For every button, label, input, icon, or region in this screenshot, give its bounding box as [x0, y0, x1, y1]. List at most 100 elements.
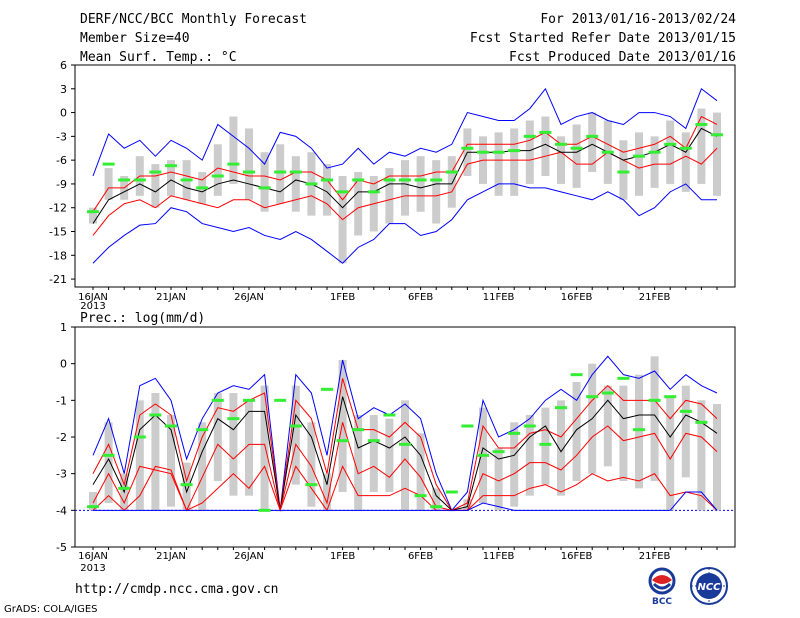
temp-spread-box — [541, 116, 550, 176]
grads-credit: GrADS: COLA/IGES — [4, 604, 98, 615]
temp-obs-marker — [492, 150, 505, 154]
prec-spread-box — [385, 418, 394, 492]
temp-obs-marker — [367, 190, 380, 194]
prec-obs-marker — [430, 505, 443, 509]
temp-obs-marker — [258, 186, 271, 190]
prec-obs-marker — [211, 398, 224, 402]
temp-ytick-label: -9 — [56, 178, 67, 191]
prec-xtick-label: 21FEB — [639, 551, 671, 562]
prec-line-min — [93, 491, 718, 511]
temp-spread-box — [681, 132, 690, 192]
prec-ytick-label: -5 — [56, 541, 67, 554]
temp-spread-box — [525, 120, 534, 184]
temp-spread-box — [713, 112, 721, 196]
temp-xtick-label: 16JAN — [78, 292, 108, 303]
prec-spread-box — [635, 374, 643, 489]
prec-spread-box — [369, 415, 378, 492]
prec-spread-box — [338, 360, 347, 492]
ncc-logo-icon: NCC — [690, 567, 728, 605]
temp-obs-marker — [133, 178, 146, 182]
prec-xtick-label: 21JAN — [156, 551, 186, 562]
prec-obs-marker — [461, 424, 474, 428]
temp-xtick-label: 21JAN — [156, 292, 186, 303]
prec-obs-marker — [617, 376, 630, 380]
temp-line-q_high — [92, 115, 718, 212]
prec-ytick-label: -3 — [56, 468, 67, 481]
temp-obs-marker — [711, 133, 723, 137]
temp-ytick-label: -15 — [49, 226, 67, 239]
prec-spread-box — [151, 393, 160, 511]
prec-obs-marker — [508, 431, 521, 435]
temp-obs-marker — [523, 134, 536, 138]
prec-obs-marker — [352, 428, 365, 432]
prec-obs-marker — [523, 424, 536, 428]
prec-line-q_high — [92, 378, 718, 511]
member-size-label: Member Size=40 — [80, 31, 190, 46]
temp-obs-marker — [383, 178, 396, 182]
variable-label: Mean Surf. Temp.: °C — [80, 50, 237, 65]
header-right: For 2013/01/16-2013/02/24 Fcst Started Re… — [470, 10, 736, 67]
prec-spread-box — [307, 422, 316, 507]
temp-obs-marker — [570, 146, 583, 150]
prec-panel-title: Prec.: log(mm/d) — [80, 311, 205, 326]
temp-obs-marker — [633, 154, 645, 158]
prec-spread-box — [557, 400, 565, 496]
temp-spread-box — [167, 160, 175, 196]
prec-xtick-label: 11FEB — [483, 551, 515, 562]
temp-spread-box — [245, 128, 253, 200]
prec-obs-marker — [102, 453, 115, 457]
temp-spread-box — [213, 144, 222, 196]
prec-obs-marker — [149, 413, 162, 417]
prec-obs-marker — [633, 428, 645, 432]
temp-spread-box — [354, 172, 363, 236]
temp-obs-marker — [289, 170, 302, 174]
forecast-produced-label: Fcst Produced Date 2013/01/16 — [509, 50, 736, 65]
temp-obs-marker — [102, 162, 115, 166]
prec-obs-marker — [445, 490, 458, 494]
temp-obs-marker — [430, 178, 443, 182]
prec-xtick-label: 16JAN — [78, 551, 108, 562]
temp-ytick-label: -21 — [49, 273, 67, 286]
temp-ytick-label: -18 — [49, 249, 67, 262]
temp-obs-marker — [227, 162, 240, 166]
prec-obs-marker — [118, 486, 131, 490]
prec-spread-box — [198, 422, 207, 511]
prec-spread-box — [167, 415, 175, 507]
prec-ytick-label: -2 — [56, 431, 67, 444]
prec-ytick-label: 0 — [60, 358, 67, 371]
prec-obs-marker — [336, 439, 349, 443]
prec-obs-marker — [679, 409, 692, 413]
temp-obs-marker — [508, 149, 521, 153]
prec-obs-marker — [664, 395, 677, 399]
prec-spread-box — [619, 385, 628, 481]
temp-spread-box — [432, 160, 441, 224]
prec-obs-marker — [492, 450, 505, 454]
temp-obs-marker — [180, 178, 193, 182]
temp-obs-marker — [321, 178, 333, 182]
prec-spread-box — [104, 422, 113, 503]
source-url[interactable]: http://cmdp.ncc.cma.gov.cn — [75, 582, 279, 597]
temp-spread-box — [447, 156, 456, 208]
temp-ytick-label: 6 — [60, 59, 67, 72]
temp-ytick-label: -6 — [56, 154, 67, 167]
prec-spread-box — [697, 400, 706, 511]
temp-obs-marker — [539, 130, 552, 134]
temp-spread-box — [510, 128, 519, 196]
prec-spread-box — [229, 393, 238, 496]
prec-spread-box — [135, 400, 144, 511]
temp-year-label: 2013 — [80, 301, 105, 312]
prec-spread-box — [541, 407, 550, 485]
prec-obs-marker — [648, 398, 661, 402]
prec-line-q_low — [92, 422, 718, 512]
prec-spread-box — [213, 393, 222, 481]
ncc-logo: NCC — [686, 566, 732, 610]
prec-obs-marker — [383, 413, 396, 417]
temp-obs-marker — [274, 170, 287, 174]
prec-spread-box — [681, 385, 690, 478]
prec-year-label: 2013 — [80, 563, 105, 574]
temp-spread-box — [650, 136, 659, 188]
temp-spread-box — [291, 156, 300, 212]
temp-xtick-label: 16FEB — [561, 292, 593, 303]
prec-obs-marker — [305, 483, 318, 487]
